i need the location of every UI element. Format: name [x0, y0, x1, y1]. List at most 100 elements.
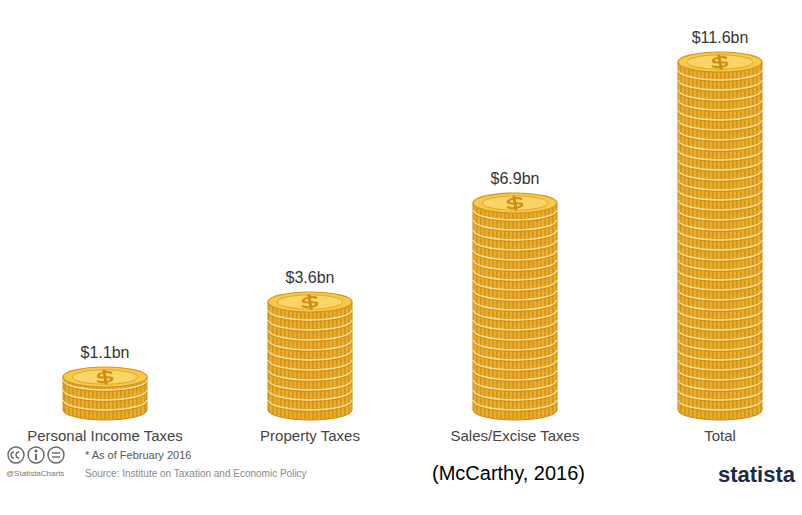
coin-edge-shadow: [473, 322, 557, 332]
coin-edge-shadow: [678, 202, 762, 212]
citation: (McCarthy, 2016): [432, 462, 585, 484]
coin-edge-shadow: [268, 392, 352, 402]
coin-edge-shadow: [473, 382, 557, 392]
dollar-path: [711, 54, 727, 70]
coin-edge-shadow: [473, 362, 557, 372]
coin-edge-shadow: [678, 322, 762, 332]
coin-edge-shadow: [473, 252, 557, 262]
coin-stack: [268, 292, 352, 420]
labels: $1.1bn Personal Income Taxes $3.6bn Propert…: [27, 29, 748, 444]
coin-edge-shadow: [473, 302, 557, 312]
coin-edge-shadow: [678, 282, 762, 292]
coin-edge-shadow: [473, 352, 557, 362]
coin-edge-shadow: [268, 362, 352, 372]
category-label: Personal Income Taxes: [27, 427, 183, 444]
stack-edge: [473, 203, 474, 410]
coin-edge-shadow: [678, 312, 762, 322]
chart-svg: $1.1bn Personal Income Taxes $3.6bn Propert…: [0, 0, 802, 515]
coin-edge-shadow: [268, 402, 352, 412]
stack-edge: [557, 203, 558, 410]
stack-edge: [352, 302, 353, 410]
coin-edge-shadow: [268, 332, 352, 342]
source: Source: Institute on Taxation and Econom…: [85, 468, 307, 479]
coin-edge-shadow: [678, 142, 762, 152]
cc-icon: [48, 447, 64, 463]
coin-edge-shadow: [678, 222, 762, 232]
coin-edge-shadow: [473, 392, 557, 402]
category-label: Total: [704, 427, 736, 444]
coin-face-inner: [277, 295, 343, 309]
coin-face-inner: [482, 196, 548, 210]
coin-edge-shadow: [678, 382, 762, 392]
footer: @StatistaCharts * As of February 2016 Sour…: [6, 447, 796, 487]
coin-edge-shadow: [678, 162, 762, 172]
coin-edge-shadow: [678, 292, 762, 302]
credit: @StatistaCharts: [6, 469, 64, 478]
coin-edge-shadow: [678, 392, 762, 402]
brand: statista: [718, 462, 796, 487]
coin-edge-shadow: [678, 102, 762, 112]
coin-edge-shadow: [268, 312, 352, 322]
cc-icon: [28, 447, 44, 463]
stack-edge: [678, 62, 679, 410]
coin-edge-shadow: [678, 272, 762, 282]
value-label: $1.1bn: [81, 344, 130, 361]
coin-edge-shadow: [678, 112, 762, 122]
coin-edge-shadow: [473, 262, 557, 272]
coin-edge-shadow: [678, 262, 762, 272]
coin-edge-shadow: [678, 342, 762, 352]
dollar-icon: [711, 54, 727, 70]
stack-edge: [268, 302, 269, 410]
coin-stack: [678, 52, 762, 420]
coin-edge-shadow: [678, 92, 762, 102]
coin-edge-shadow: [678, 232, 762, 242]
coin-edge-shadow: [678, 332, 762, 342]
value-label: $11.6bn: [692, 29, 749, 46]
coin-edge-shadow: [678, 172, 762, 182]
coin-edge-shadow: [678, 252, 762, 262]
coin-edge-shadow: [473, 242, 557, 252]
coin-edge-shadow: [268, 372, 352, 382]
note: * As of February 2016: [85, 449, 191, 461]
dollar-path: [506, 195, 522, 211]
dollar-icon: [96, 369, 112, 385]
dollar-icon: [301, 294, 317, 310]
coin-edge-shadow: [473, 372, 557, 382]
coin-stack-body: [678, 62, 762, 410]
coin-edge-shadow: [473, 282, 557, 292]
coin-edge-shadow: [473, 222, 557, 232]
coin-edge-shadow: [473, 232, 557, 242]
coin-edge-shadow: [268, 352, 352, 362]
nd-glyph: [52, 456, 60, 457]
coin-face-inner: [72, 370, 138, 384]
coin-edge-shadow: [63, 402, 147, 412]
value-label: $3.6bn: [286, 269, 335, 286]
coin-face: [473, 193, 557, 213]
coin-face: [678, 52, 762, 72]
cc-icons: [8, 447, 64, 463]
coin-edge-shadow: [473, 332, 557, 342]
coin-face: [268, 292, 352, 312]
stack-edge: [762, 62, 763, 410]
category-label: Sales/Excise Taxes: [451, 427, 580, 444]
coin-edge-shadow: [678, 182, 762, 192]
coin-edge-shadow: [678, 402, 762, 412]
coin-face: [63, 367, 147, 387]
dollar-path: [96, 369, 112, 385]
coin-edge-shadow: [678, 212, 762, 222]
cc-icon: [8, 447, 24, 463]
coin-edge-shadow: [473, 312, 557, 322]
by-glyph: [35, 454, 37, 460]
by-glyph: [34, 449, 37, 452]
coin-edge-shadow: [473, 292, 557, 302]
coin-edge-shadow: [678, 242, 762, 252]
coin-edge-shadow: [678, 122, 762, 132]
coin-edge-shadow: [473, 342, 557, 352]
coin-edge-shadow: [678, 72, 762, 82]
coin-stack: [473, 193, 557, 420]
coin-edge-shadow: [268, 342, 352, 352]
cc-glyph: [11, 452, 19, 458]
coin-edge-shadow: [473, 272, 557, 282]
category-label: Property Taxes: [260, 427, 360, 444]
dollar-icon: [506, 195, 522, 211]
